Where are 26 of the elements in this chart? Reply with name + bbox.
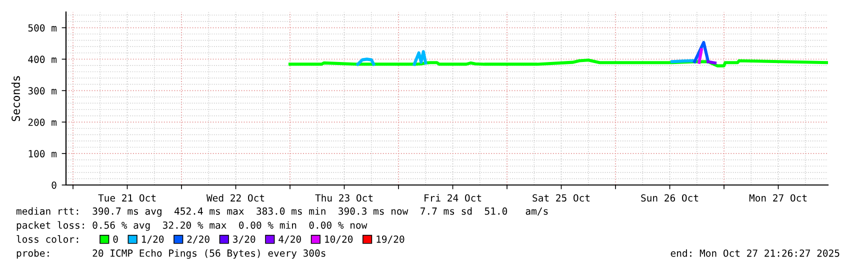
x-tick-label: Sat 25 Oct [532,194,590,202]
legend-label: 1/20 [142,235,164,244]
x-tick-label: Mon 27 Oct [749,194,807,202]
text: median rtt: 390.7 ms avg 452.4 ms max 383.0 ms min 390.3 ms now 7.7 ms sd 51.0 am/s [16,207,548,217]
text: end: Mon Oct 27 21:26:27 2025 [670,249,840,257]
text: packet loss: 0.56 % avg 32.20 % max 0.00 % min 0.00 % now [16,221,368,231]
x-tick-label: Wed 22 Oct [206,194,264,202]
legend-label: 0 [113,235,118,243]
y-tick-label: 500 m [28,24,57,32]
legend-label: 10/20 [325,235,353,244]
x-tick-label: Fri 24 Oct [424,194,482,202]
y-tick-label: 400 m [28,56,57,64]
legend-label: 19/20 [376,235,404,244]
y-axis-title: Seconds [11,76,20,122]
y-tick-label: 0 [52,182,56,189]
y-tick-label: 100 m [28,150,57,158]
y-tick-label: 300 m [28,87,57,94]
y-tick-label: 200 m [28,118,57,126]
x-tick-label: Tue 21 Oct [98,194,156,202]
legend-label: 2/20 [187,235,210,244]
x-tick-label: Sun 26 Oct [641,194,698,202]
legend-label: 3/20 [233,235,256,244]
x-tick-label: Thu 23 Oct [315,194,373,202]
text: probe: 20 ICMP Echo Pings (56 Bytes) every 300s [16,249,326,259]
legend-title: loss color: [16,235,78,243]
legend-label: 4/20 [278,235,301,244]
